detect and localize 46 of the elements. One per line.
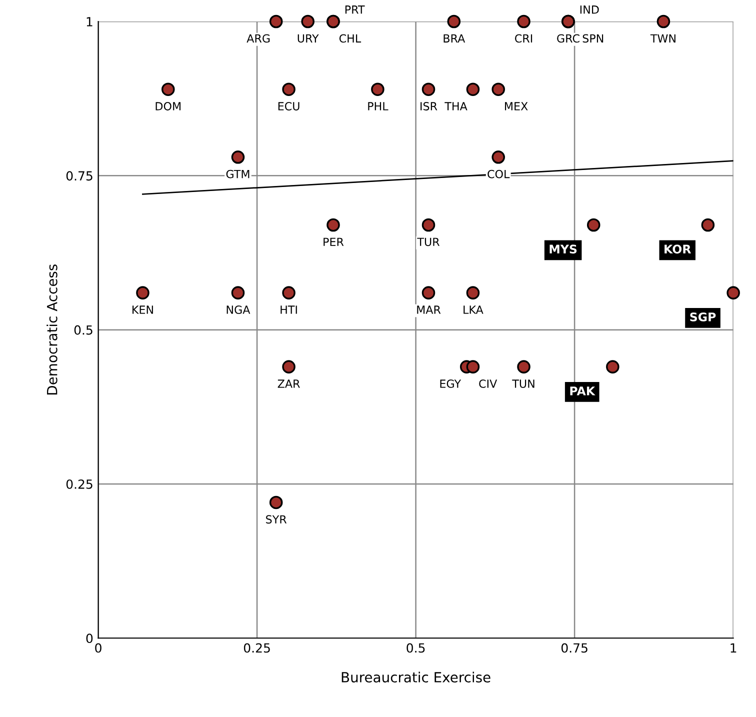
data-label: TUR — [417, 238, 440, 246]
data-label: MYS — [550, 244, 577, 254]
data-label: BRA — [444, 34, 466, 42]
data-label: PRT — [345, 6, 365, 14]
data-label: COL — [488, 170, 510, 178]
data-label: KEN — [132, 306, 153, 314]
y-tick-label: 0 — [86, 634, 93, 644]
data-label: MAR — [417, 306, 441, 314]
y-tick-label: 0.5 — [74, 325, 92, 335]
data-label: CHL — [339, 34, 362, 43]
x-tick-label: 0.5 — [406, 643, 425, 653]
data-label: ZAR — [278, 380, 300, 388]
x-tick-label: 0.25 — [244, 643, 270, 653]
data-label: EGY — [440, 380, 462, 388]
data-label: SPN — [582, 34, 604, 43]
y-axis-title: Democratic Access — [46, 264, 58, 394]
data-label: TWN — [650, 34, 676, 42]
y-tick-label: 0.75 — [66, 171, 92, 181]
data-label: SGP — [690, 312, 716, 322]
x-tick-label: 0.75 — [561, 643, 588, 653]
data-label: SYR — [266, 515, 287, 524]
data-label: URY — [298, 34, 319, 43]
data-label: GRC — [557, 34, 580, 43]
y-tick-label: 1 — [86, 17, 92, 26]
x-tick-label: 1 — [730, 643, 736, 652]
x-tick-label: 0 — [95, 643, 102, 653]
x-axis-title: Bureaucratic Exercise — [342, 672, 490, 683]
data-label: PHL — [368, 102, 388, 110]
data-label: CRI — [515, 34, 532, 43]
data-label: CIV — [479, 380, 498, 388]
data-label: PER — [324, 238, 344, 246]
data-label: PAK — [570, 386, 596, 396]
data-label: DOM — [156, 102, 180, 110]
data-label: GTM — [226, 170, 250, 178]
data-label: HTI — [280, 306, 297, 314]
data-label: THA — [444, 102, 468, 110]
data-label: ECU — [278, 102, 300, 110]
data-label: KOR — [664, 244, 691, 254]
data-label: ISR — [420, 102, 438, 110]
data-label: LKA — [464, 306, 484, 314]
data-label: IND — [580, 6, 599, 14]
y-tick-label: 0.25 — [66, 479, 92, 489]
data-label: TUN — [512, 380, 534, 388]
data-label: ARG — [246, 34, 270, 43]
data-label: MEX — [505, 102, 528, 110]
data-label: NGA — [226, 306, 250, 314]
